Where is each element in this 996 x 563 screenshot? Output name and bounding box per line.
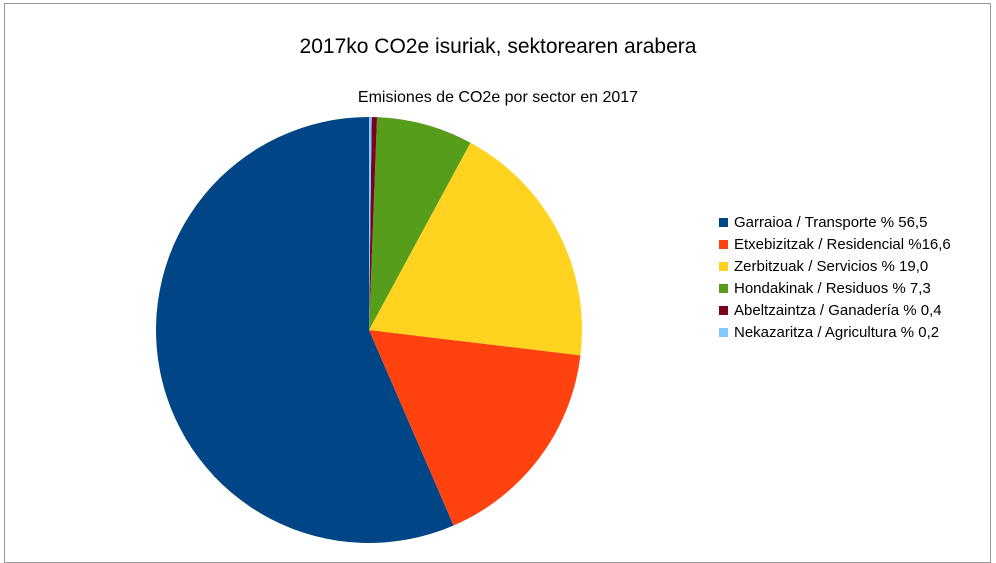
pie-slice (369, 117, 378, 330)
legend-label: Garraioa / Transporte % 56,5 (734, 213, 928, 231)
legend-label: Hondakinak / Residuos % 7,3 (734, 279, 931, 297)
pie-slice (369, 117, 471, 331)
legend: Garraioa / Transporte % 56,5 Etxebizitzak… (719, 211, 951, 343)
legend-swatch (719, 283, 728, 293)
legend-item: Abeltzaintza / Ganadería % 0,4 (719, 299, 951, 321)
pie-slice (369, 330, 581, 526)
legend-label: Nekazaritza / Agricultura % 0,2 (734, 323, 940, 341)
legend-label: Zerbitzuak / Servicios % 19,0 (734, 257, 929, 275)
chart-subtitle: Emisiones de CO2e por sector en 2017 (357, 89, 639, 106)
legend-item: Hondakinak / Residuos % 7,3 (719, 277, 951, 299)
legend-swatch (719, 327, 728, 337)
pie-slice (369, 117, 372, 330)
legend-label: Etxebizitzak / Residencial %16,6 (734, 235, 951, 253)
legend-swatch (719, 305, 728, 315)
pie-slice (369, 142, 582, 356)
legend-item: Etxebizitzak / Residencial %16,6 (719, 233, 951, 255)
legend-item: Garraioa / Transporte % 56,5 (719, 211, 951, 233)
legend-label: Abeltzaintza / Ganadería % 0,4 (734, 301, 942, 319)
legend-swatch (719, 217, 728, 227)
legend-item: Nekazaritza / Agricultura % 0,2 (719, 321, 951, 343)
pie-slice (156, 117, 454, 543)
legend-swatch (719, 239, 728, 249)
legend-item: Zerbitzuak / Servicios % 19,0 (719, 255, 951, 277)
chart-title: 2017ko CO2e isuriak, sektorearen arabera (299, 35, 697, 58)
legend-swatch (719, 261, 728, 271)
